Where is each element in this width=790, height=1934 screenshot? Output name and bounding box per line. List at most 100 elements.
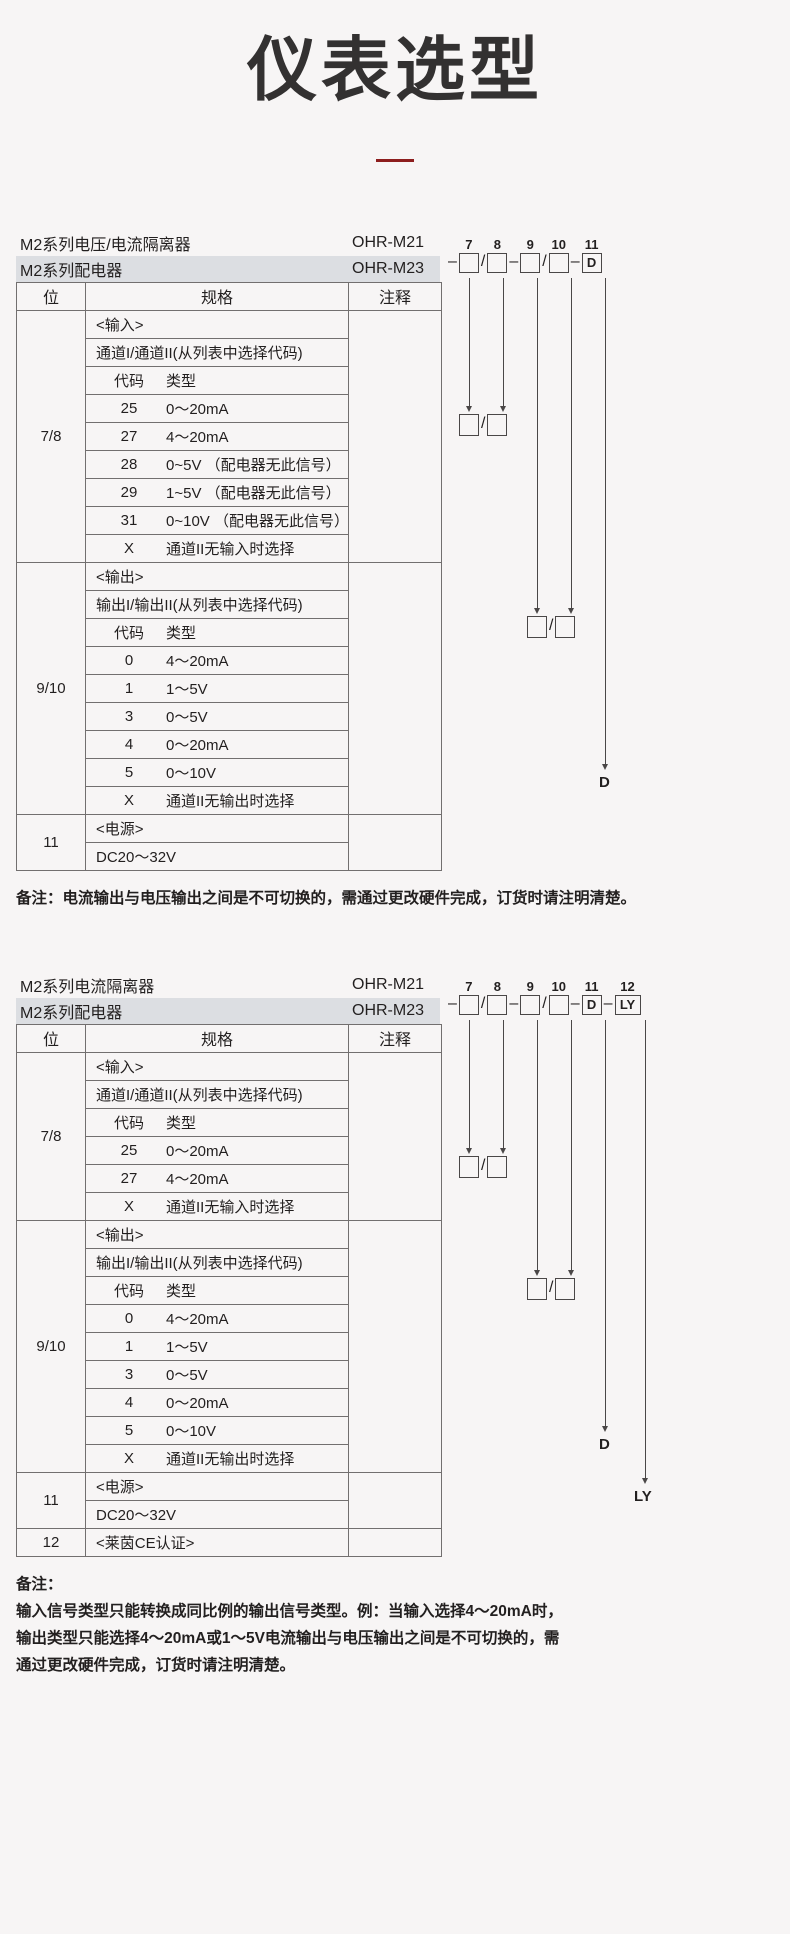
slot-box: LY	[614, 994, 641, 1015]
group-pos-power: 11	[43, 833, 59, 851]
table-row: 代码 类型	[17, 617, 442, 647]
connector-line-10	[571, 277, 572, 608]
diagram-sep: –	[570, 994, 580, 1012]
code-value: 5	[124, 1421, 134, 1439]
connector-arrow-8	[500, 405, 506, 412]
note-cell-output	[348, 1219, 442, 1473]
note-cell-input	[348, 309, 442, 563]
output-pair-separator: /	[549, 617, 554, 634]
diagram-sep: /	[480, 994, 486, 1012]
table-row: 4 0〜20mA	[17, 1387, 442, 1417]
input-pair-separator: /	[481, 415, 486, 432]
diagram-power-letter: D	[599, 1435, 610, 1453]
type-value: 0〜20mA	[166, 400, 229, 418]
diagram-input-pair: /	[459, 413, 508, 436]
connector-arrow-9	[534, 1269, 540, 1276]
connector-arrow-7	[466, 405, 472, 412]
table-row: 0 4〜20mA	[17, 645, 442, 675]
table-row: 31 0~10V （配电器无此信号）	[17, 505, 442, 535]
type-col-header: 类型	[166, 1114, 197, 1132]
section2-header-row-2: M2系列配电器 OHR-M23	[16, 997, 440, 1024]
table-row: 5 0〜10V	[17, 757, 442, 787]
section1-remark-text: 备注：电流输出与电压输出之间是不可切换的，需通过更改硬件完成，订货时请注明清楚。	[16, 889, 637, 907]
connector-line-9	[537, 277, 538, 608]
group-pos-output: 9/10	[36, 1337, 66, 1355]
group-lead-input: 通道I/通道II(从列表中选择代码)	[96, 344, 303, 362]
section1-model-2: OHR-M23	[352, 259, 425, 277]
diagram-output-pair: /	[527, 1277, 576, 1300]
slot-number: 9	[526, 236, 534, 252]
code-value: 1	[124, 679, 134, 697]
table-row: 3 0〜5V	[17, 1359, 442, 1389]
slot-box: D	[581, 252, 602, 273]
page-title-block: 仪表选型	[0, 0, 790, 162]
code-col-header: 代码	[113, 1282, 144, 1300]
table-row: 11 <电源>	[16, 813, 442, 871]
section2-remark-line-3: 通过更改硬件完成，订货时请注明清楚。	[16, 1657, 296, 1674]
diagram-sep: /	[480, 252, 486, 270]
connector-arrow-12	[642, 1477, 648, 1484]
table-row: DC20〜32V	[17, 1499, 442, 1529]
section1-spec-table: 位 规格 注释 7/8 <输入> 通道I/通道II(从列表中选择代码) 代码 类	[16, 281, 442, 871]
connector-line-7	[469, 277, 470, 406]
connector-line-8	[503, 277, 504, 406]
diagram-sep: –	[509, 252, 519, 270]
diagram-slot-9: 9	[520, 980, 541, 1015]
type-value: 通道II无输入时选择	[166, 540, 295, 558]
diagram-slot-10: 10	[548, 236, 569, 273]
code-col-header: 代码	[113, 1114, 144, 1132]
input-pair-left-box	[459, 413, 479, 436]
power-value: DC20〜32V	[96, 848, 177, 866]
connector-arrow-8	[500, 1147, 506, 1154]
group-pos-input: 7/8	[40, 427, 62, 445]
connector-arrow-11	[602, 763, 608, 770]
slot-number: 8	[493, 978, 501, 994]
code-col-header: 代码	[113, 372, 144, 390]
code-value: X	[123, 1449, 134, 1467]
diagram-sep: /	[542, 994, 547, 1012]
col-header-spec: 规格	[200, 1032, 233, 1050]
diagram-slot-11: 11 D	[581, 238, 602, 273]
code-value: X	[123, 539, 134, 557]
code-value: 4	[124, 1393, 134, 1411]
diagram-sep: –	[603, 994, 613, 1012]
connector-line-8	[503, 1019, 504, 1148]
input-pair-left-box	[459, 1155, 479, 1178]
connector-arrow-7	[466, 1147, 472, 1154]
output-pair-right-box	[555, 1277, 576, 1300]
input-pair-right-box	[487, 1155, 508, 1178]
type-value: 1~5V （配电器无此信号）	[166, 484, 341, 502]
table-row: 12 <莱茵CE认证>	[16, 1527, 442, 1557]
diagram-slot-8: 8	[487, 978, 508, 1015]
group-pos-input: 7/8	[40, 1127, 62, 1145]
output-pair-left-box	[527, 615, 547, 638]
slot-box	[487, 994, 508, 1015]
type-value: 通道II无输出时选择	[166, 1450, 295, 1468]
section2-model-1: OHR-M21	[352, 975, 425, 993]
input-pair-separator: /	[481, 1157, 486, 1175]
type-value: 通道II无输出时选择	[166, 792, 295, 810]
code-value: 25	[120, 1141, 138, 1159]
connector-arrow-9	[534, 607, 540, 614]
diagram-slot-10: 10	[548, 980, 569, 1015]
table-row: 7/8 <输入>	[16, 309, 442, 563]
output-pair-separator: /	[549, 1279, 554, 1297]
diagram-cert-letter: LY	[634, 1487, 652, 1505]
table-row: 输出I/输出II(从列表中选择代码)	[17, 1247, 442, 1277]
output-pair-right-box	[555, 615, 576, 638]
section2-remark-line-1: 输入信号类型只能转换成同比例的输出信号类型。例：当输入选择4〜20mA时，	[16, 1602, 563, 1620]
note-cell-power	[348, 813, 442, 871]
col-header-pos: 位	[42, 1032, 59, 1050]
slot-number: 10	[551, 236, 566, 252]
slot-number: 11	[584, 978, 599, 994]
slot-box	[520, 994, 541, 1015]
slot-box	[520, 252, 541, 273]
diagram-sep: –	[570, 252, 580, 270]
code-value: 4	[124, 735, 134, 753]
table-row: 3 0〜5V	[17, 701, 442, 731]
diagram-sep: /	[542, 252, 547, 270]
code-col-header: 代码	[113, 624, 144, 642]
page-title: 仪表选型	[247, 31, 543, 109]
spec-section-2: M2系列电流隔离器 OHR-M21 M2系列配电器 OHR-M23 位 规格 注…	[16, 972, 774, 1557]
diagram-slot-12: 12 LY	[614, 980, 641, 1015]
